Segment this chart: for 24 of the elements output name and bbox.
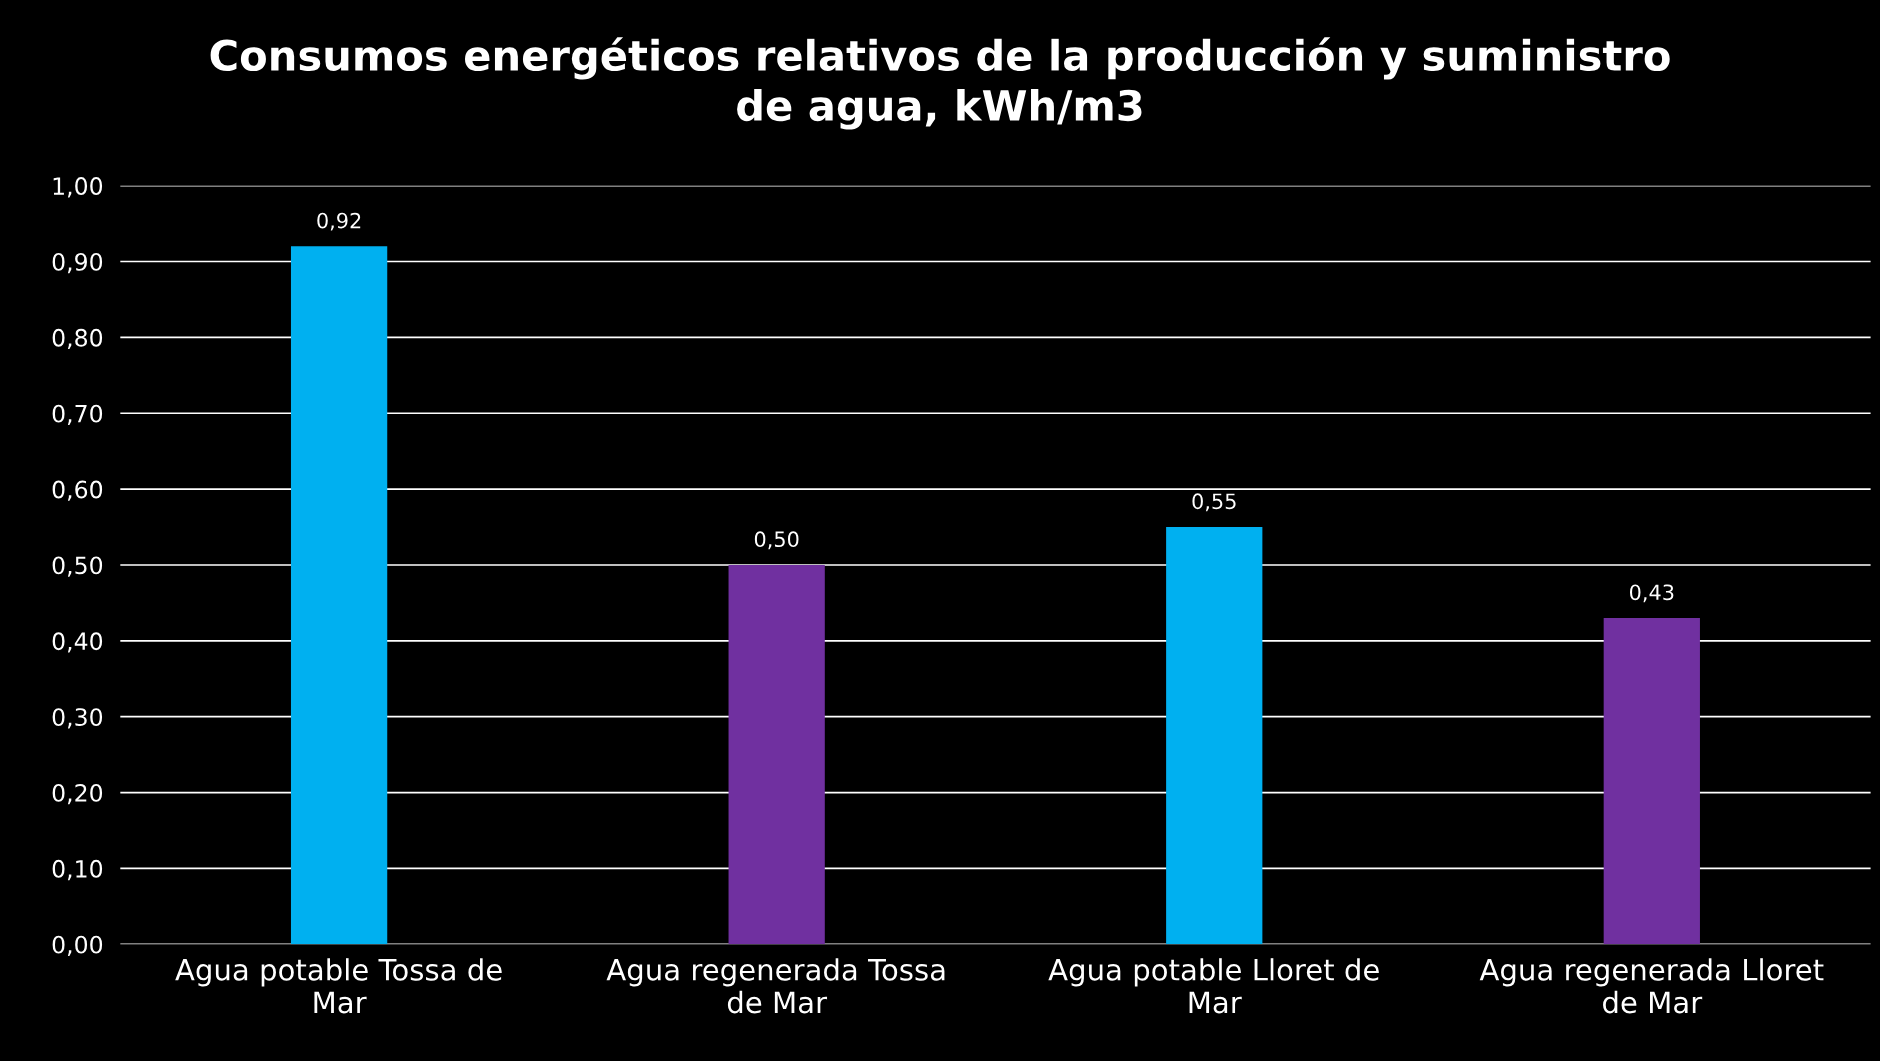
x-tick-label: Agua regenerada Tossa de Mar [606, 958, 945, 1014]
y-tick-label: 0,80 [52, 328, 103, 350]
chart-title: Consumos energéticos relativos de la producción y suministro de agua, kWh/m3 [210, 37, 1670, 130]
bar [290, 246, 388, 945]
bar [728, 564, 825, 945]
bar [1603, 618, 1700, 945]
y-tick-label: 0,40 [52, 632, 103, 653]
y-tick-label: 1,00 [53, 177, 103, 198]
x-tick-label: Agua potable Lloret de Mar [1048, 958, 1379, 1014]
data-label: 0,50 [754, 531, 799, 550]
y-tick-label: 0,10 [52, 859, 103, 881]
y-tick-label: 0,60 [52, 480, 103, 501]
data-label: 0,43 [1630, 584, 1674, 603]
x-tick-label: Agua regenerada Lloret de Mar [1479, 958, 1824, 1014]
data-label: 0,92 [317, 212, 361, 231]
data-label: 0,55 [1192, 493, 1236, 512]
y-tick-label: 0,00 [52, 935, 103, 957]
y-tick-label: 0,90 [52, 252, 103, 274]
y-tick-label: 0,50 [52, 556, 103, 577]
y-tick-label: 0,30 [52, 708, 103, 729]
x-tick-label: Agua potable Tossa de Mar [175, 958, 502, 1014]
y-tick-label: 0,20 [52, 784, 103, 805]
y-tick-label: 0,70 [52, 404, 103, 425]
bar [1166, 527, 1263, 945]
